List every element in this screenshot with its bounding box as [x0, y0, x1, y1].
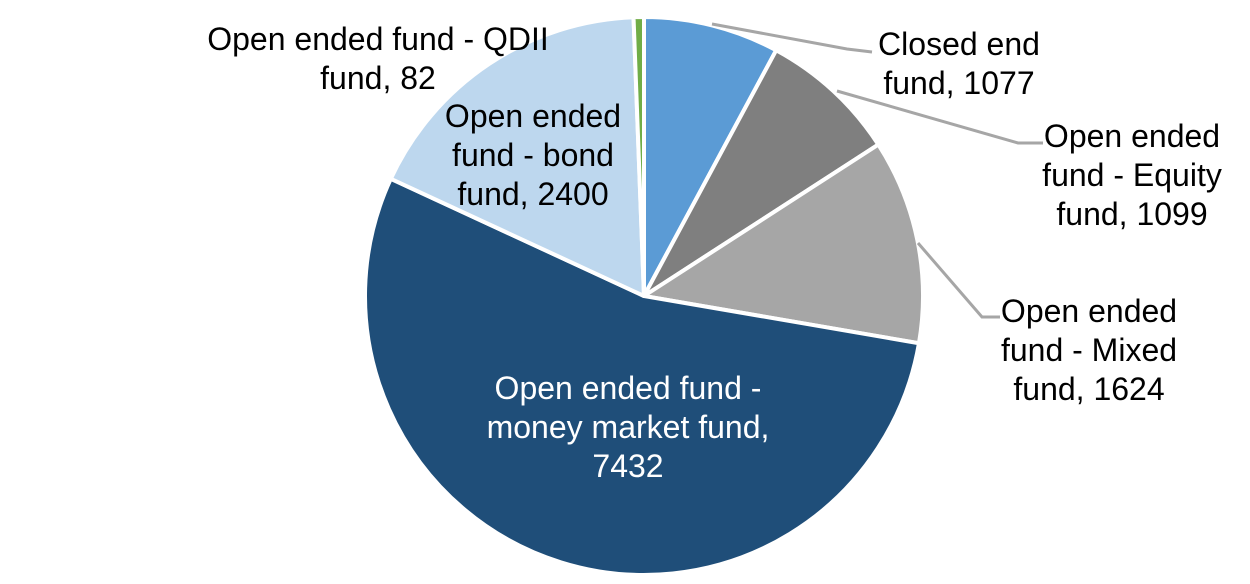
data-label-equity: Open ended fund - Equity fund, 1099	[1042, 117, 1222, 234]
pie-slice-bond[interactable]	[388, 15, 646, 298]
leader-lines	[711, 22, 1043, 319]
data-label-line: fund, 82	[320, 60, 436, 96]
leader-line-equity	[836, 89, 1043, 145]
data-label-line: 7432	[592, 448, 664, 484]
data-label-qdii: Open ended fund - QDII fund, 82	[207, 20, 549, 98]
data-label-line: Open ended	[1000, 293, 1178, 329]
data-label-line: Open ended fund -	[494, 370, 762, 406]
data-label-money_market: Open ended fund - money market fund, 7432	[487, 369, 770, 486]
data-label-line: Open ended	[1043, 118, 1221, 154]
data-label-line: Open ended	[444, 98, 622, 134]
pie-slices	[363, 15, 925, 577]
data-label-line: money market fund,	[486, 409, 770, 445]
data-label-line: fund, 1624	[1013, 371, 1165, 407]
data-label-line: Closed end	[878, 26, 1040, 62]
leader-line-mixed	[916, 242, 1000, 319]
data-label-line: fund - bond	[452, 137, 614, 173]
leader-line-closed_end	[711, 22, 873, 54]
data-label-line: fund, 1099	[1056, 196, 1208, 232]
data-label-bond: Open ended fund - bond fund, 2400	[445, 97, 621, 214]
data-label-line: fund, 2400	[457, 176, 609, 212]
pie-slice-money_market[interactable]	[363, 176, 921, 577]
data-label-line: fund, 1077	[883, 65, 1035, 101]
pie-slice-equity[interactable]	[642, 48, 881, 298]
pie-slice-mixed[interactable]	[642, 142, 925, 346]
data-label-closed_end: Closed end fund, 1077	[878, 25, 1040, 103]
pie-slice-qdii[interactable]	[631, 15, 646, 298]
data-label-line: Open ended fund - QDII	[207, 21, 549, 57]
data-label-line: fund - Mixed	[1000, 332, 1178, 368]
data-label-line: fund - Equity	[1042, 157, 1222, 193]
data-label-mixed: Open ended fund - Mixed fund, 1624	[1001, 292, 1177, 409]
